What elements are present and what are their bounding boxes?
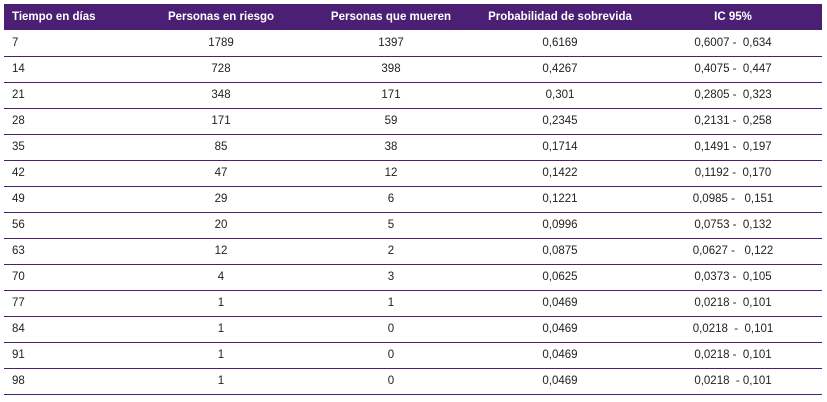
cell-tiempo: 42: [12, 167, 25, 179]
cell-personas-riesgo: 348: [211, 89, 231, 101]
cell-personas-mueren: 0: [387, 375, 395, 387]
table-row: 7 1789 1397 0,6169 0,6007 - 0,634: [4, 30, 822, 56]
cell-ic95: 0,1192 - 0,170: [694, 167, 772, 179]
cell-ic95: 0,2131 - 0,258: [694, 115, 772, 127]
cell-personas-mueren: 398: [381, 63, 401, 75]
cell-personas-mueren: 12: [384, 167, 398, 179]
cell-personas-riesgo: 20: [214, 219, 228, 231]
cell-personas-riesgo: 85: [214, 141, 228, 153]
table-row: 14 728 398 0,4267 0,4075 - 0,447: [4, 56, 822, 82]
table-row: 35 85 38 0,1714 0,1491 - 0,197: [4, 134, 822, 160]
cell-personas-mueren: 0: [387, 323, 395, 335]
cell-tiempo: 35: [12, 141, 25, 153]
cell-ic95: 0,0627 - 0,122: [692, 245, 774, 257]
cell-personas-mueren: 171: [381, 89, 401, 101]
table-row: 42 47 12 0,1422 0,1192 - 0,170: [4, 160, 822, 186]
cell-personas-riesgo: 171: [211, 115, 231, 127]
cell-tiempo: 14: [12, 63, 25, 75]
header-tiempo: Tiempo en días: [12, 11, 96, 23]
cell-personas-mueren: 59: [384, 115, 398, 127]
cell-personas-mueren: 2: [387, 245, 395, 257]
cell-probabilidad: 0,0469: [542, 375, 578, 387]
cell-personas-riesgo: 1: [217, 297, 225, 309]
table-row: 28 171 59 0,2345 0,2131 - 0,258: [4, 108, 822, 134]
cell-probabilidad: 0,0996: [542, 219, 578, 231]
survival-table: Tiempo en días Personas en riesgo Person…: [4, 4, 822, 395]
cell-personas-riesgo: 1789: [208, 36, 234, 49]
cell-ic95: 0,6007 - 0,634: [694, 36, 772, 49]
cell-probabilidad: 0,301: [545, 89, 575, 101]
survival-table-container: Tiempo en días Personas en riesgo Person…: [4, 4, 822, 395]
cell-ic95: 0,0218 - 0,101: [692, 323, 774, 335]
cell-ic95: 0,2805 - 0,323: [694, 89, 772, 101]
cell-tiempo: 98: [12, 375, 25, 387]
table-row: 77 1 1 0,0469 0,0218 - 0,101: [4, 290, 822, 316]
table-row: 70 4 3 0,0625 0,0373 - 0,105: [4, 264, 822, 290]
cell-personas-riesgo: 29: [214, 193, 228, 205]
table-row: 63 12 2 0,0875 0,0627 - 0,122: [4, 238, 822, 264]
table-body: 7 1789 1397 0,6169 0,6007 - 0,634 14 728 398 0,4…: [4, 30, 822, 394]
cell-probabilidad: 0,0469: [542, 323, 578, 335]
header-ic95: IC 95%: [714, 11, 752, 23]
cell-probabilidad: 0,0625: [542, 271, 578, 283]
table-row: 98 1 0 0,0469 0,0218 - 0,101: [4, 368, 822, 394]
table-row: 84 1 0 0,0469 0,0218 - 0,101: [4, 316, 822, 342]
cell-probabilidad: 0,1714: [542, 141, 578, 153]
cell-probabilidad: 0,0875: [542, 245, 578, 257]
table-header: Tiempo en días Personas en riesgo Person…: [4, 4, 822, 30]
cell-personas-mueren: 1: [387, 297, 395, 309]
cell-tiempo: 7: [12, 36, 19, 49]
cell-personas-mueren: 0: [387, 349, 395, 361]
table-row: 21 348 171 0,301 0,2805 - 0,323: [4, 82, 822, 108]
cell-probabilidad: 0,6169: [542, 36, 578, 49]
cell-ic95: 0,0373 - 0,105: [694, 271, 772, 283]
cell-ic95: 0,0753 - 0,132: [694, 219, 772, 231]
table-row: 56 20 5 0,0996 0,0753 - 0,132: [4, 212, 822, 238]
cell-personas-riesgo: 4: [217, 271, 225, 283]
cell-probabilidad: 0,0469: [542, 297, 578, 309]
cell-tiempo: 21: [12, 89, 25, 101]
header-personas-riesgo: Personas en riesgo: [167, 11, 275, 23]
cell-personas-riesgo: 728: [211, 63, 231, 75]
cell-tiempo: 77: [12, 297, 25, 309]
cell-personas-mueren: 5: [387, 219, 395, 231]
cell-probabilidad: 0,1221: [542, 193, 578, 205]
cell-ic95: 0,1491 - 0,197: [694, 141, 772, 153]
cell-personas-mueren: 6: [387, 193, 395, 205]
cell-ic95: 0,0218 - 0,101: [694, 297, 772, 309]
cell-ic95: 0,0218 - 0,101: [694, 349, 772, 361]
cell-tiempo: 56: [12, 219, 25, 231]
table-row: 91 1 0 0,0469 0,0218 - 0,101: [4, 342, 822, 368]
table-header-row: Tiempo en días Personas en riesgo Person…: [4, 4, 822, 30]
cell-tiempo: 63: [12, 245, 25, 257]
cell-personas-riesgo: 1: [217, 375, 225, 387]
cell-personas-mueren: 3: [387, 271, 395, 283]
header-personas-mueren: Personas que mueren: [330, 11, 452, 23]
cell-tiempo: 49: [12, 193, 25, 205]
cell-personas-riesgo: 12: [214, 245, 228, 257]
cell-ic95: 0,0985 - 0,151: [692, 193, 774, 205]
header-probabilidad: Probabilidad de sobrevida: [488, 11, 632, 23]
cell-personas-mueren: 1397: [378, 36, 404, 49]
cell-probabilidad: 0,0469: [542, 349, 578, 361]
cell-probabilidad: 0,4267: [542, 63, 578, 75]
cell-personas-riesgo: 1: [217, 349, 225, 361]
cell-personas-mueren: 38: [384, 141, 398, 153]
cell-tiempo: 91: [12, 349, 25, 361]
cell-tiempo: 28: [12, 115, 25, 127]
cell-ic95: 0,4075 - 0,447: [694, 63, 772, 75]
cell-probabilidad: 0,1422: [542, 167, 578, 179]
cell-probabilidad: 0,2345: [542, 115, 578, 127]
cell-ic95: 0,0218 - 0,101: [694, 375, 772, 387]
table-row: 49 29 6 0,1221 0,0985 - 0,151: [4, 186, 822, 212]
cell-tiempo: 70: [12, 271, 25, 283]
cell-personas-riesgo: 47: [214, 167, 228, 179]
cell-tiempo: 84: [12, 323, 25, 335]
cell-personas-riesgo: 1: [217, 323, 225, 335]
